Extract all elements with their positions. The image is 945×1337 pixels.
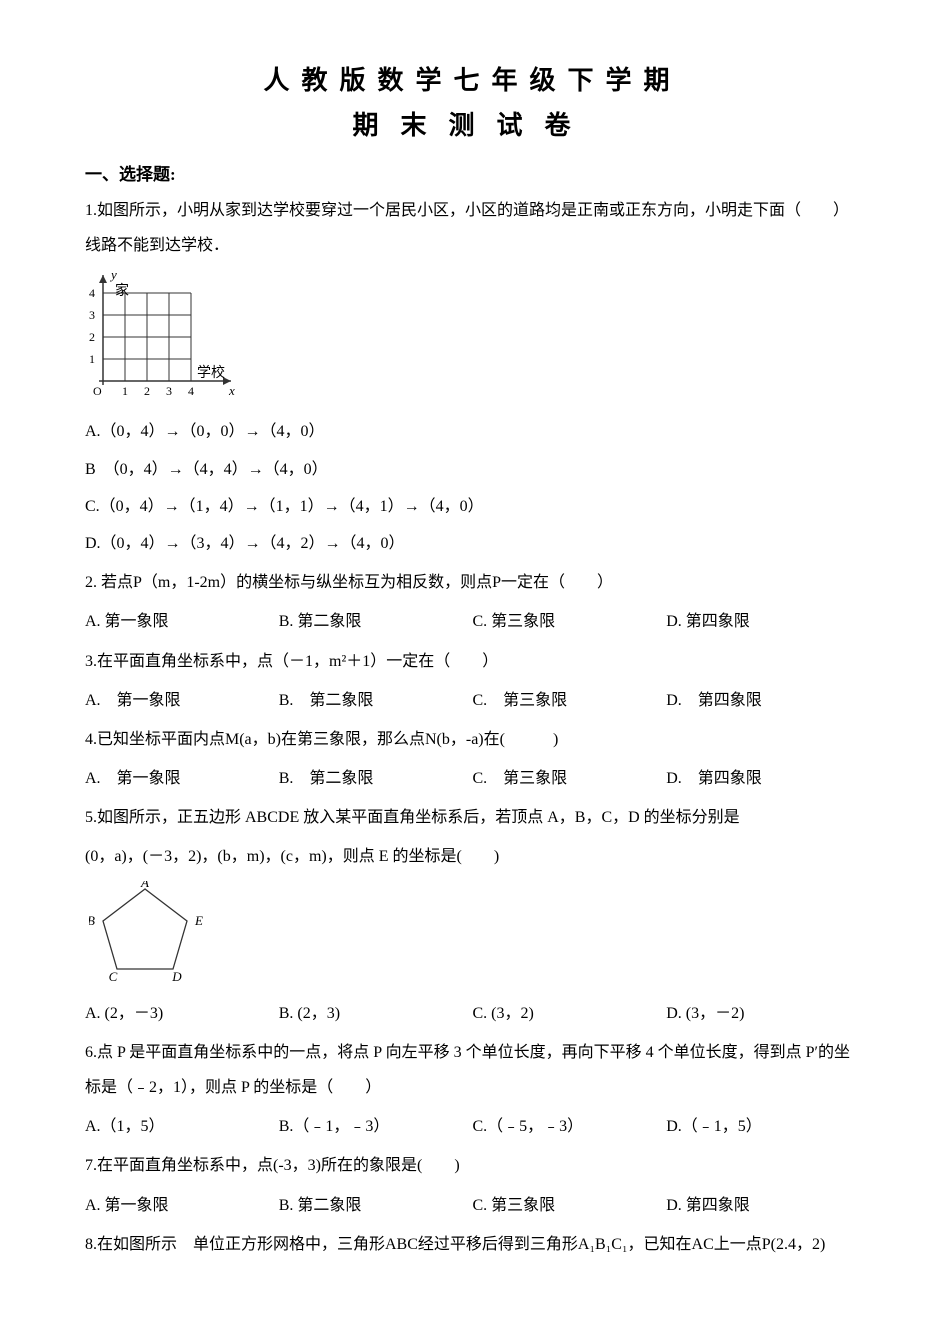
svg-text:1: 1 [89, 352, 95, 366]
doc-subtitle: 期末测试卷 [85, 105, 860, 142]
q5-optD: D. (3，－2) [666, 996, 860, 1031]
svg-text:3: 3 [166, 384, 172, 398]
q6-stem: 6.点 P 是平面直角坐标系中的一点，将点 P 向左平移 3 个单位长度，再向下… [85, 1035, 860, 1105]
q2-stem: 2. 若点P（m，1-2m）的横坐标与纵坐标互为相反数，则点P一定在（ ） [85, 565, 860, 600]
svg-text:x: x [228, 383, 235, 398]
q3-optA: A. 第一象限 [85, 683, 279, 718]
q3-stem: 3.在平面直角坐标系中，点（－1，m²＋1）一定在（ ） [85, 644, 860, 679]
q7-optC: C. 第三象限 [473, 1188, 667, 1223]
q5-optA: A. (2，－3) [85, 996, 279, 1031]
q5-optC: C. (3，2) [473, 996, 667, 1031]
q1-optA: A.（0，4）→（0，0）→（4，0） [85, 414, 860, 449]
q7-optA: A. 第一象限 [85, 1188, 279, 1223]
q3-optD: D. 第四象限 [666, 683, 860, 718]
q6-optB: B.（﹣1，﹣3） [279, 1109, 473, 1144]
q5-stem2: (0，a)，(－3，2)，(b，m)，(c，m)，则点 E 的坐标是( ) [85, 839, 860, 874]
q6-optD: D.（﹣1，5） [666, 1109, 860, 1144]
q5-stem1: 5.如图所示，正五边形 ABCDE 放入某平面直角坐标系后，若顶点 A，B，C，… [85, 800, 860, 835]
svg-text:y: y [109, 269, 117, 282]
q2-optD: D. 第四象限 [666, 604, 860, 639]
grid-svg: 1 2 3 4 1 2 3 4 Oy x 家学校 [85, 269, 285, 399]
svg-text:3: 3 [89, 308, 95, 322]
page: 人教版数学七年级下学期 期末测试卷 一、选择题: 1.如图所示，小明从家到达学校… [0, 0, 945, 1306]
q3-options: A. 第一象限 B. 第二象限 C. 第三象限 D. 第四象限 [85, 683, 860, 718]
svg-text:1: 1 [122, 384, 128, 398]
svg-text:2: 2 [89, 330, 95, 344]
q1-stem: 1.如图所示，小明从家到达学校要穿过一个居民小区，小区的道路均是正南或正东方向，… [85, 193, 860, 263]
q4-optC: C. 第三象限 [473, 761, 667, 796]
svg-text:O: O [93, 384, 102, 398]
q6-optC: C.（﹣5，﹣3） [473, 1109, 667, 1144]
doc-title: 人教版数学七年级下学期 [85, 60, 860, 97]
q3-optB: B. 第二象限 [279, 683, 473, 718]
q4-options: A. 第一象限 B. 第二象限 C. 第三象限 D. 第四象限 [85, 761, 860, 796]
svg-text:4: 4 [188, 384, 194, 398]
q1-optB: B （0，4）→（4，4）→（4，0） [85, 452, 860, 487]
q1-figure: 1 2 3 4 1 2 3 4 Oy x 家学校 [85, 269, 860, 404]
svg-text:D: D [171, 969, 182, 981]
q7-optD: D. 第四象限 [666, 1188, 860, 1223]
q6-optA: A.（1，5） [85, 1109, 279, 1144]
q5-optB: B. (2，3) [279, 996, 473, 1031]
q7-optB: B. 第二象限 [279, 1188, 473, 1223]
q4-optB: B. 第二象限 [279, 761, 473, 796]
q5-options: A. (2，－3) B. (2，3) C. (3，2) D. (3，－2) [85, 996, 860, 1031]
svg-text:A: A [140, 881, 149, 890]
q5-figure: A B C D E [89, 881, 860, 986]
q4-optD: D. 第四象限 [666, 761, 860, 796]
q3-optC: C. 第三象限 [473, 683, 667, 718]
svg-text:2: 2 [144, 384, 150, 398]
q7-stem: 7.在平面直角坐标系中，点(-3，3)所在的象限是( ) [85, 1148, 860, 1183]
q8-stem: 8.在如图所示 单位正方形网格中，三角形ABC经过平移后得到三角形A₁B₁C₁，… [85, 1227, 860, 1262]
q2-optB: B. 第二象限 [279, 604, 473, 639]
pentagon-svg: A B C D E [89, 881, 209, 981]
svg-text:C: C [109, 969, 118, 981]
section-heading: 一、选择题: [85, 160, 860, 185]
svg-text:学校: 学校 [197, 364, 225, 381]
svg-text:E: E [194, 913, 203, 928]
svg-text:4: 4 [89, 286, 95, 300]
q2-options: A. 第一象限 B. 第二象限 C. 第三象限 D. 第四象限 [85, 604, 860, 639]
q4-optA: A. 第一象限 [85, 761, 279, 796]
svg-text:B: B [89, 913, 95, 928]
q4-stem: 4.已知坐标平面内点M(a，b)在第三象限，那么点N(b，-a)在( ) [85, 722, 860, 757]
q7-options: A. 第一象限 B. 第二象限 C. 第三象限 D. 第四象限 [85, 1188, 860, 1223]
q2-optC: C. 第三象限 [473, 604, 667, 639]
q1-optD: D.（0，4）→（3，4）→（4，2）→（4，0） [85, 526, 860, 561]
svg-text:家: 家 [115, 282, 129, 299]
q1-optC: C.（0，4）→（1，4）→（1，1）→（4，1）→（4，0） [85, 489, 860, 524]
q6-options: A.（1，5） B.（﹣1，﹣3） C.（﹣5，﹣3） D.（﹣1，5） [85, 1109, 860, 1144]
q2-optA: A. 第一象限 [85, 604, 279, 639]
